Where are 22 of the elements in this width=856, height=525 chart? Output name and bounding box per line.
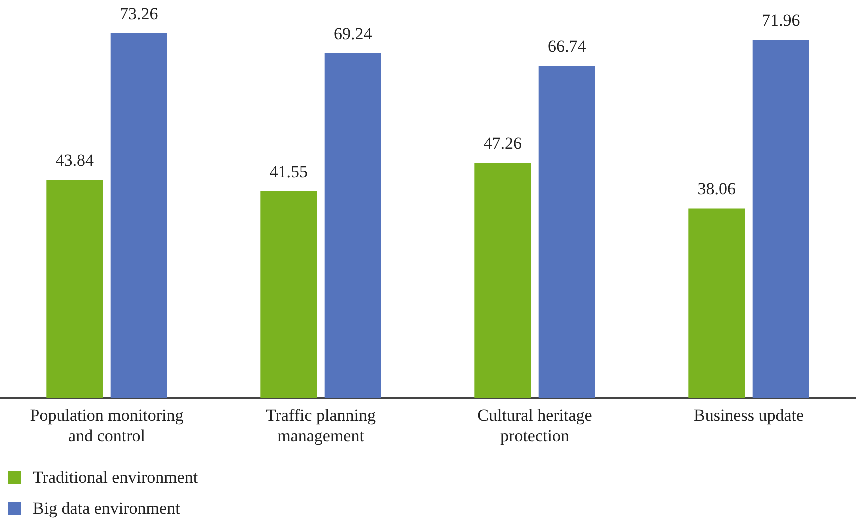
x-tick-label: Population monitoring and control: [30, 406, 184, 446]
legend-label: Traditional environment: [33, 468, 198, 488]
bar: [474, 162, 532, 398]
bar: [538, 66, 596, 398]
data-label: 69.24: [334, 24, 373, 44]
data-label: 38.06: [698, 180, 736, 199]
bar: [110, 34, 168, 398]
data-label: 71.96: [762, 10, 800, 30]
data-label: 73.26: [120, 4, 158, 24]
bar: [752, 40, 810, 398]
data-label: 66.74: [548, 36, 587, 56]
data-label: 41.55: [270, 162, 308, 182]
data-label: 47.26: [484, 134, 522, 153]
bar: [688, 208, 746, 398]
legend-label: Big data environment: [33, 498, 180, 518]
bar: [324, 54, 382, 398]
data-label: 43.84: [56, 150, 95, 170]
x-tick-label: Cultural heritage protection: [478, 406, 592, 446]
bar: [46, 180, 104, 398]
x-tick-label: Traffic planning management: [266, 406, 377, 446]
x-tick-label: Business update: [694, 406, 804, 425]
bar: [260, 191, 318, 398]
